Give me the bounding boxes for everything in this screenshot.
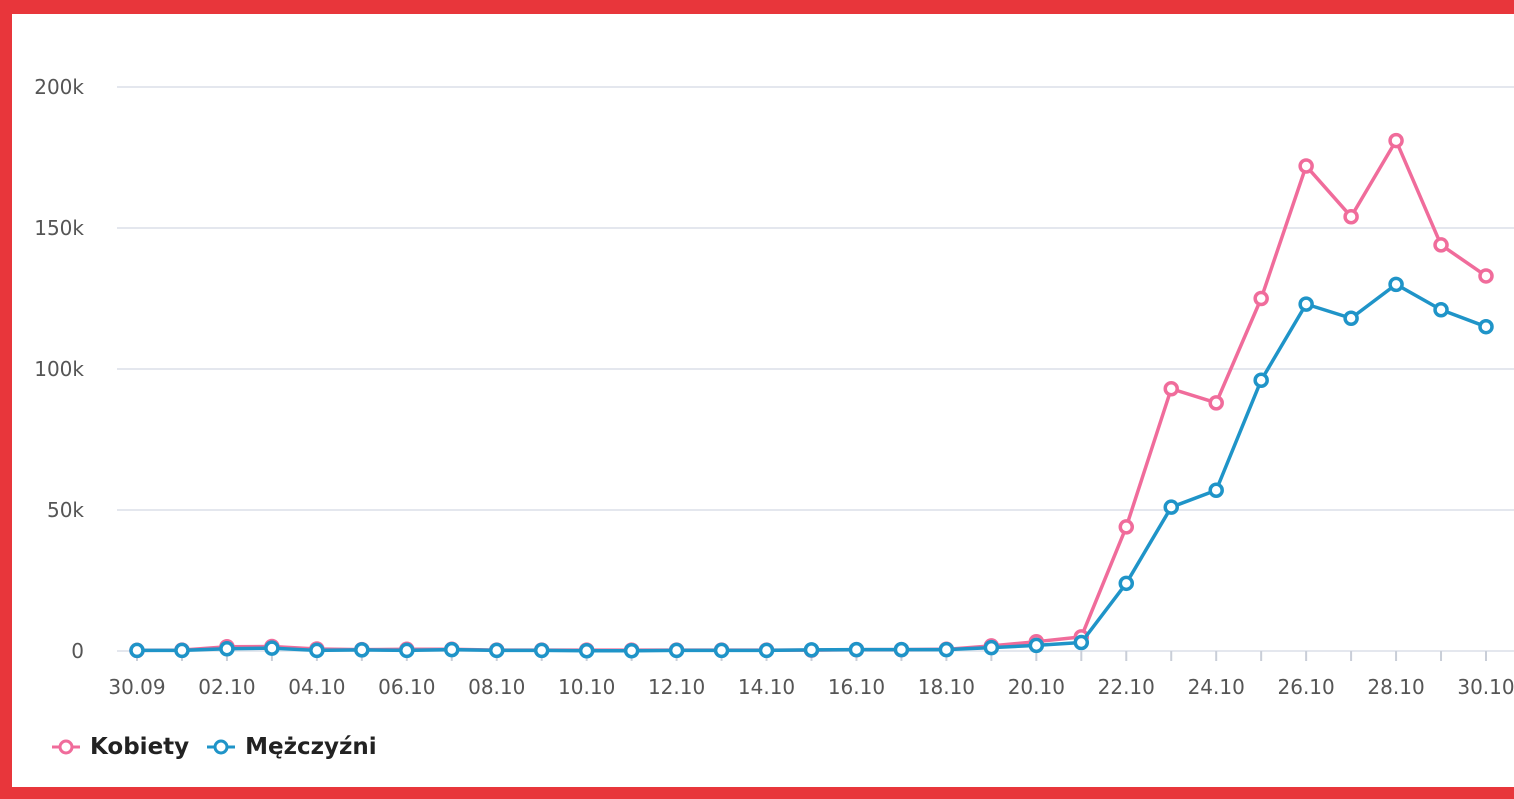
data-point [1433, 237, 1449, 253]
x-tick-label: 30.09 [108, 675, 165, 699]
data-point [848, 641, 865, 658]
data-point [1343, 208, 1359, 225]
data-point [1118, 575, 1135, 592]
data-point [309, 642, 325, 659]
grid-lines [117, 86, 1514, 652]
data-point [758, 642, 775, 659]
data-point [893, 641, 910, 658]
data-point [1388, 132, 1404, 149]
data-point [1163, 380, 1179, 397]
data-point [1073, 634, 1090, 651]
data-point [399, 642, 415, 659]
legend-item-mezczyzni[interactable]: Mężczyźni [205, 734, 377, 760]
data-point [533, 642, 550, 659]
data-point [938, 641, 955, 658]
x-tick-label: 06.10 [378, 675, 435, 699]
data-point [578, 642, 595, 659]
data-point [1118, 519, 1135, 535]
data-point [1478, 268, 1494, 284]
x-tick-label: 20.10 [1008, 675, 1065, 699]
data-point [488, 642, 505, 659]
y-tick-label: 150k [34, 216, 84, 240]
data-point [983, 639, 1000, 656]
legend: Kobiety Mężczyźni [50, 734, 393, 760]
data-point [623, 642, 640, 659]
series-kobiety [129, 132, 1494, 659]
x-tick-label: 28.10 [1367, 675, 1424, 699]
data-point [444, 641, 460, 658]
x-tick-label: 02.10 [198, 675, 255, 699]
data-point [1253, 372, 1269, 389]
data-point [713, 642, 730, 659]
legend-label-mezczyzni: Mężczyźni [245, 734, 377, 760]
data-point [264, 640, 280, 656]
data-point [174, 642, 190, 659]
data-point [1163, 499, 1179, 515]
data-point [1298, 296, 1314, 312]
data-point [1253, 290, 1269, 307]
y-tick-label: 0 [71, 639, 84, 663]
series-line [137, 282, 1487, 653]
legend-marker-kobiety-icon [52, 739, 80, 755]
x-tick-label: 08.10 [468, 675, 525, 699]
data-point [668, 642, 685, 659]
legend-marker-mezczyzni-icon [207, 739, 236, 755]
x-tick-label: 12.10 [648, 675, 705, 699]
x-axis-ticks: 30.09 02.10 04.10 06.10 08.10 10.10 12.10 14.10… [108, 651, 1514, 699]
data-point [1433, 302, 1449, 318]
x-tick-label: 04.10 [288, 675, 345, 699]
y-tick-label: 50k [47, 498, 84, 522]
legend-item-kobiety[interactable]: Kobiety [50, 734, 189, 760]
legend-label-kobiety: Kobiety [90, 734, 190, 760]
x-tick-label: 24.10 [1188, 675, 1245, 699]
series-lines [129, 132, 1494, 659]
y-tick-label: 100k [34, 357, 84, 381]
data-point [1208, 482, 1224, 499]
x-tick-label: 18.10 [918, 675, 975, 699]
data-point [1298, 158, 1314, 174]
data-point [219, 640, 235, 657]
chart-panel: 0 50k 100k 150k 200k 30.09 02.10 04.10 06.10 08.… [12, 14, 1514, 787]
y-axis-ticks: 0 50k 100k 150k 200k [34, 75, 84, 663]
x-tick-label: 26.10 [1278, 675, 1335, 699]
x-tick-label: 14.10 [738, 675, 795, 699]
data-point [129, 642, 145, 659]
y-tick-label: 200k [34, 75, 84, 99]
data-point [1343, 310, 1359, 326]
data-point [803, 642, 820, 658]
data-point [1028, 637, 1045, 654]
x-tick-label: 22.10 [1098, 675, 1155, 699]
data-point [354, 642, 370, 658]
series-mezczyzni [129, 276, 1494, 659]
x-tick-label: 16.10 [828, 675, 885, 699]
x-tick-label: 10.10 [558, 675, 615, 699]
data-point [1478, 318, 1494, 335]
series-line [136, 138, 1487, 653]
x-tick-label: 30.10 [1457, 675, 1514, 699]
data-point [1388, 276, 1404, 293]
data-point [1208, 395, 1224, 411]
line-chart: 0 50k 100k 150k 200k 30.09 02.10 04.10 06.10 08.… [34, 75, 1514, 699]
